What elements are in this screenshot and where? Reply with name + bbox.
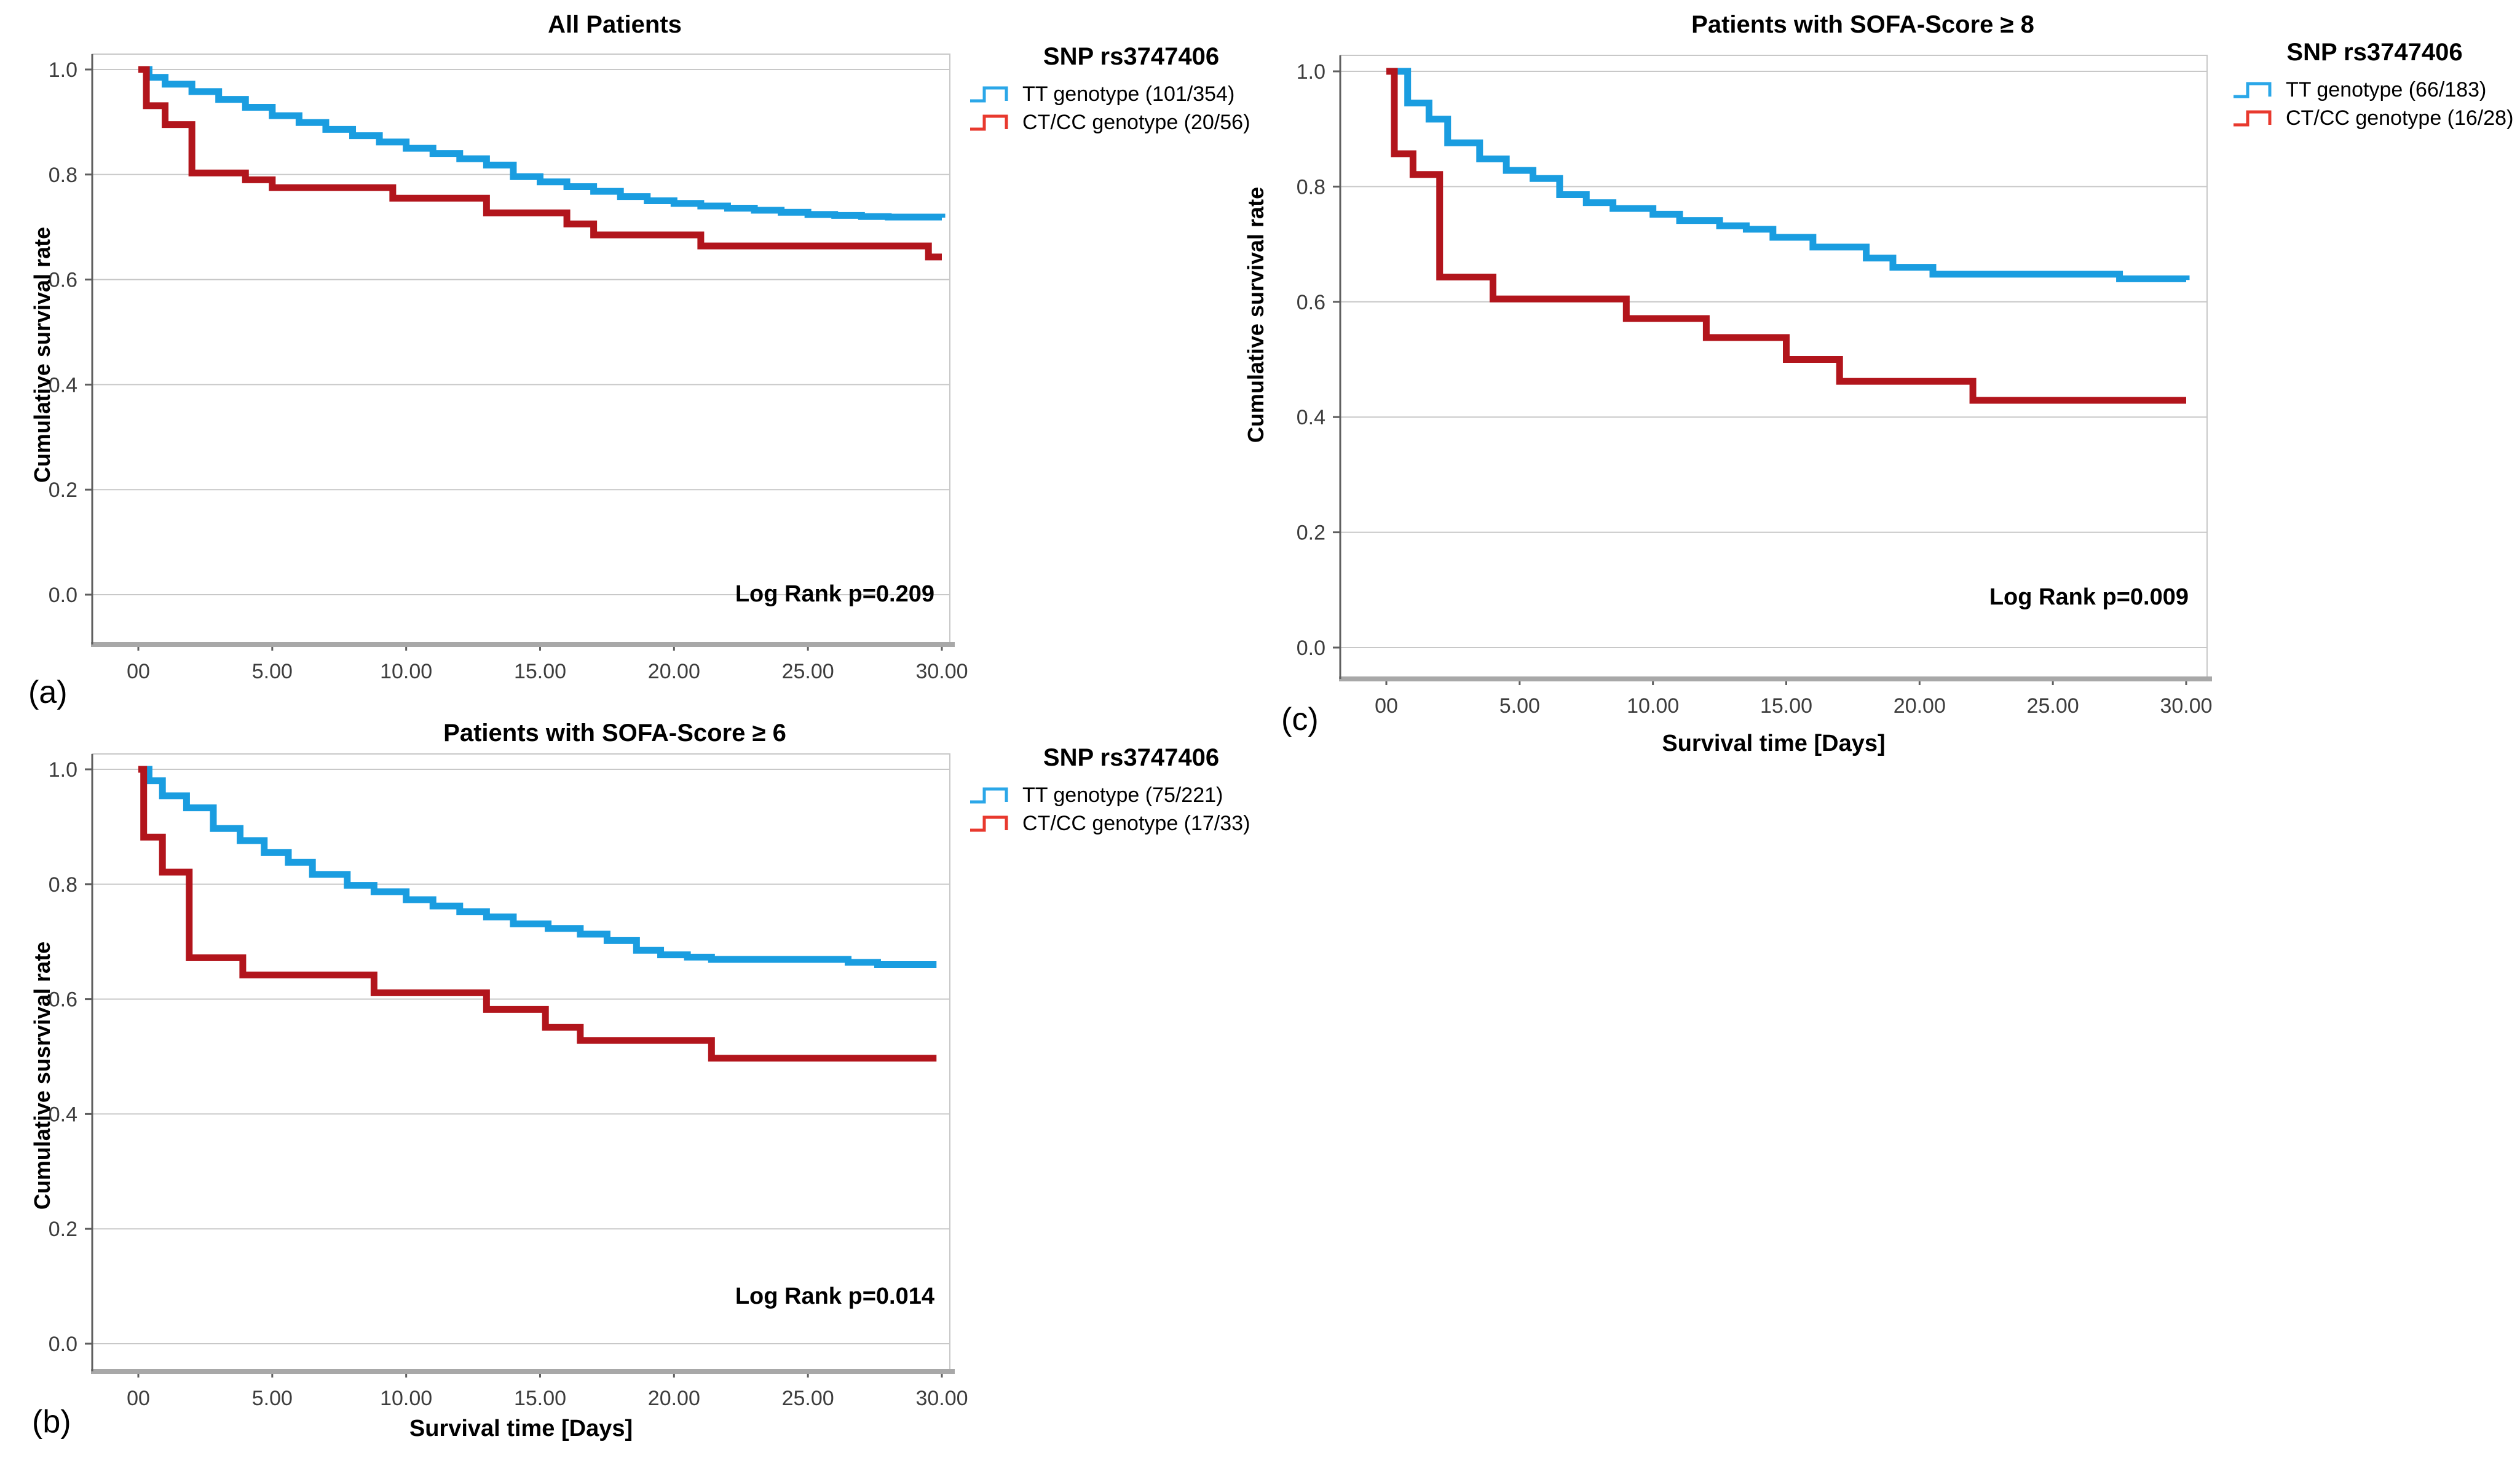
legend-entry-tt: TT genotype (75/221) xyxy=(968,783,1294,807)
svg-text:00: 00 xyxy=(127,660,150,683)
km-plot-all-patients: 1.0 0.8 0.6 0.4 0.2 0.0 00 5.00 10.00 15.00 20.00 2… xyxy=(49,54,968,683)
svg-text:30.00: 30.00 xyxy=(915,660,968,683)
legend-entry-ctcc: CT/CC genotype (16/28) xyxy=(2232,106,2518,130)
svg-text:0.2: 0.2 xyxy=(49,478,77,502)
y-axis-label: Cumulative survival rate xyxy=(30,226,55,483)
y-axis-label: Cumulative susrvival rate xyxy=(30,941,55,1210)
svg-text:10.00: 10.00 xyxy=(1627,694,1679,718)
svg-text:00: 00 xyxy=(1375,694,1398,718)
legend-label: CT/CC genotype (16/28) xyxy=(2286,106,2514,130)
svg-text:0.8: 0.8 xyxy=(49,164,77,187)
svg-text:5.00: 5.00 xyxy=(1499,694,1540,718)
panel-all-patients: 1.0 0.8 0.6 0.4 0.2 0.0 00 5.00 10.00 15.00 20.00 2… xyxy=(0,0,1294,707)
svg-text:00: 00 xyxy=(127,1387,150,1410)
legend-label: TT genotype (75/221) xyxy=(1022,783,1223,807)
svg-text:0.6: 0.6 xyxy=(49,988,77,1012)
svg-text:0.2: 0.2 xyxy=(1297,521,1325,545)
legend: SNP rs3747406 TT genotype (66/183) CT/CC… xyxy=(2232,39,2518,130)
svg-text:15.00: 15.00 xyxy=(1760,694,1812,718)
svg-text:30.00: 30.00 xyxy=(915,1387,968,1410)
svg-text:0.0: 0.0 xyxy=(1297,636,1325,660)
svg-text:0.8: 0.8 xyxy=(1297,175,1325,199)
svg-text:0.4: 0.4 xyxy=(49,1103,77,1126)
panel-sofa-8: 1.0 0.8 0.6 0.4 0.2 0.0 00 5.00 10.00 15.00 20.00 2… xyxy=(1230,0,2520,775)
y-axis-label: Cumulative survival rate xyxy=(1243,186,1268,443)
svg-text:0.8: 0.8 xyxy=(49,873,77,897)
svg-text:25.00: 25.00 xyxy=(2027,694,2079,718)
svg-text:0.4: 0.4 xyxy=(49,373,77,397)
svg-text:25.00: 25.00 xyxy=(782,660,834,683)
panel-sofa-6: 1.0 0.8 0.6 0.4 0.2 0.0 00 5.00 10.00 15.00 20.00 2… xyxy=(0,708,1294,1463)
ctcc-step-swatch-icon xyxy=(970,815,1008,832)
legend: SNP rs3747406 TT genotype (75/221) CT/CC… xyxy=(968,744,1294,836)
log-rank-annotation: Log Rank p=0.014 xyxy=(735,1283,934,1309)
svg-text:0.6: 0.6 xyxy=(49,269,77,292)
legend-label: TT genotype (101/354) xyxy=(1022,82,1235,106)
legend-entry-tt: TT genotype (66/183) xyxy=(2232,77,2518,102)
chart-title: All Patients xyxy=(548,11,682,38)
svg-text:5.00: 5.00 xyxy=(252,1387,293,1410)
legend: SNP rs3747406 TT genotype (101/354) CT/C… xyxy=(968,43,1294,135)
svg-text:20.00: 20.00 xyxy=(648,1387,700,1410)
panel-label-a: (a) xyxy=(28,675,68,710)
ctcc-step-swatch-icon xyxy=(2234,110,2272,127)
svg-text:20.00: 20.00 xyxy=(648,660,700,683)
legend-title: SNP rs3747406 xyxy=(2286,39,2463,66)
tt-step-swatch-icon xyxy=(2234,82,2272,98)
legend-title: SNP rs3747406 xyxy=(1043,744,1220,771)
chart-title: Patients with SOFA-Score ≥ 8 xyxy=(1691,11,2034,38)
svg-text:25.00: 25.00 xyxy=(782,1387,834,1410)
svg-text:1.0: 1.0 xyxy=(49,58,77,82)
svg-text:15.00: 15.00 xyxy=(514,1387,566,1410)
svg-text:0.0: 0.0 xyxy=(49,1333,77,1356)
svg-text:5.00: 5.00 xyxy=(252,660,293,683)
panel-label-c: (c) xyxy=(1281,702,1319,737)
chart-title: Patients with SOFA-Score ≥ 6 xyxy=(443,720,786,747)
legend-entry-tt: TT genotype (101/354) xyxy=(968,82,1294,106)
log-rank-annotation: Log Rank p=0.209 xyxy=(735,581,934,607)
svg-text:20.00: 20.00 xyxy=(1894,694,1946,718)
svg-text:0.4: 0.4 xyxy=(1297,406,1325,429)
svg-text:10.00: 10.00 xyxy=(380,1387,432,1410)
km-plot-sofa-8: 1.0 0.8 0.6 0.4 0.2 0.0 00 5.00 10.00 15.00 20.00 2… xyxy=(1297,55,2213,718)
log-rank-annotation: Log Rank p=0.009 xyxy=(1989,584,2189,610)
legend-label: TT genotype (66/183) xyxy=(2286,77,2487,101)
svg-text:10.00: 10.00 xyxy=(380,660,432,683)
km-plot-sofa-6: 1.0 0.8 0.6 0.4 0.2 0.0 00 5.00 10.00 15.00 20.00 2… xyxy=(49,753,968,1410)
legend-label: CT/CC genotype (20/56) xyxy=(1022,110,1250,134)
svg-text:0.6: 0.6 xyxy=(1297,291,1325,314)
ctcc-step-swatch-icon xyxy=(970,114,1008,131)
tt-step-swatch-icon xyxy=(970,787,1008,804)
svg-text:0.0: 0.0 xyxy=(49,584,77,607)
legend-entry-ctcc: CT/CC genotype (17/33) xyxy=(968,811,1294,836)
svg-text:1.0: 1.0 xyxy=(1297,60,1325,84)
svg-text:1.0: 1.0 xyxy=(49,758,77,782)
legend-title: SNP rs3747406 xyxy=(1043,43,1220,70)
x-axis-label: Survival time [Days] xyxy=(1662,731,1886,756)
tt-step-swatch-icon xyxy=(970,86,1008,103)
svg-text:30.00: 30.00 xyxy=(2160,694,2212,718)
svg-text:15.00: 15.00 xyxy=(514,660,566,683)
svg-text:0.2: 0.2 xyxy=(49,1218,77,1241)
panel-label-b: (b) xyxy=(32,1404,71,1440)
legend-entry-ctcc: CT/CC genotype (20/56) xyxy=(968,110,1294,135)
x-axis-label: Survival time [Days] xyxy=(409,1416,633,1441)
legend-label: CT/CC genotype (17/33) xyxy=(1022,811,1250,835)
